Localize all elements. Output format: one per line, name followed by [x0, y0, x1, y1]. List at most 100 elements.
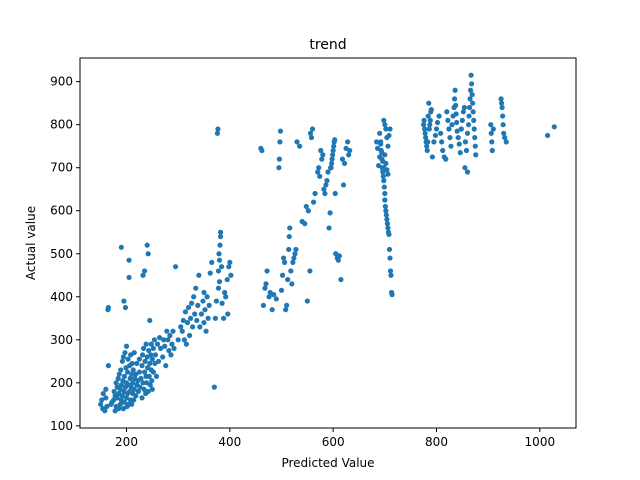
data-point [438, 130, 444, 136]
data-point [98, 401, 104, 407]
data-point [427, 122, 433, 128]
data-point [472, 143, 478, 149]
data-point [214, 130, 221, 136]
data-point [179, 328, 185, 334]
data-point [99, 397, 105, 403]
data-point [169, 341, 175, 347]
data-point [143, 341, 149, 347]
data-point [105, 363, 112, 369]
data-point [336, 253, 342, 259]
data-point [339, 156, 346, 162]
data-point [185, 304, 192, 311]
data-point [140, 345, 147, 352]
data-point [144, 242, 150, 248]
data-point [111, 388, 117, 395]
data-point [386, 231, 392, 237]
data-point [386, 246, 393, 253]
data-point [130, 367, 136, 373]
data-point [197, 324, 203, 330]
data-point [424, 147, 430, 154]
data-point [544, 132, 551, 139]
data-point [385, 171, 391, 177]
data-point [198, 311, 205, 317]
data-point [383, 212, 389, 218]
data-point [464, 169, 471, 175]
data-point [147, 317, 153, 324]
data-point [332, 190, 338, 197]
data-point [277, 128, 284, 134]
data-point [215, 285, 222, 291]
data-point [286, 233, 292, 240]
data-point [140, 380, 146, 386]
data-point [219, 300, 225, 306]
data-point [207, 270, 213, 276]
data-point [171, 345, 177, 352]
data-point [294, 139, 300, 145]
data-point [317, 173, 323, 179]
data-point [191, 294, 197, 300]
data-point [133, 393, 139, 399]
data-point [135, 388, 141, 395]
data-point [449, 122, 455, 128]
data-point [280, 255, 287, 261]
data-point [273, 296, 279, 302]
data-point [315, 169, 321, 175]
data-point [463, 147, 470, 154]
data-point [307, 130, 314, 136]
data-point [152, 352, 159, 358]
data-point [500, 113, 506, 119]
data-point [489, 139, 495, 145]
data-point [131, 397, 137, 403]
data-point [134, 360, 140, 367]
data-point [302, 221, 308, 227]
data-point [224, 276, 230, 283]
data-point [140, 272, 146, 278]
data-point [149, 378, 155, 384]
y-tick-label: 400 [50, 290, 73, 304]
data-point [201, 319, 207, 326]
data-point [305, 208, 311, 214]
data-point [378, 141, 384, 147]
data-point [451, 96, 458, 102]
data-point [461, 104, 467, 111]
data-point [382, 190, 388, 197]
data-point [383, 126, 389, 132]
data-point [309, 126, 316, 132]
data-point [223, 294, 229, 300]
data-point [382, 197, 388, 203]
data-point [467, 96, 473, 102]
data-point [116, 371, 122, 377]
data-point [381, 178, 387, 184]
data-point [423, 134, 429, 141]
data-point [213, 298, 219, 304]
data-point [345, 139, 351, 145]
data-point [119, 358, 125, 364]
data-point [259, 147, 265, 154]
data-point [165, 337, 171, 343]
y-tick-label: 200 [50, 376, 73, 390]
data-point [129, 401, 135, 407]
data-point [269, 307, 275, 313]
data-point [303, 203, 309, 210]
data-point [115, 375, 121, 382]
data-point [469, 81, 475, 87]
data-point [102, 408, 108, 414]
data-point [146, 373, 152, 379]
data-point [180, 317, 186, 324]
data-point [296, 143, 303, 149]
data-point [125, 356, 131, 362]
data-point [127, 375, 133, 382]
data-point [470, 109, 476, 115]
data-point [454, 128, 460, 134]
data-point [124, 369, 131, 375]
data-point [158, 345, 164, 352]
data-point [380, 158, 386, 164]
data-point [105, 304, 112, 311]
data-point [331, 143, 337, 149]
data-point [452, 87, 458, 93]
data-point [387, 126, 393, 132]
plot-area-frame [79, 57, 577, 429]
y-tick-label: 500 [50, 247, 73, 261]
